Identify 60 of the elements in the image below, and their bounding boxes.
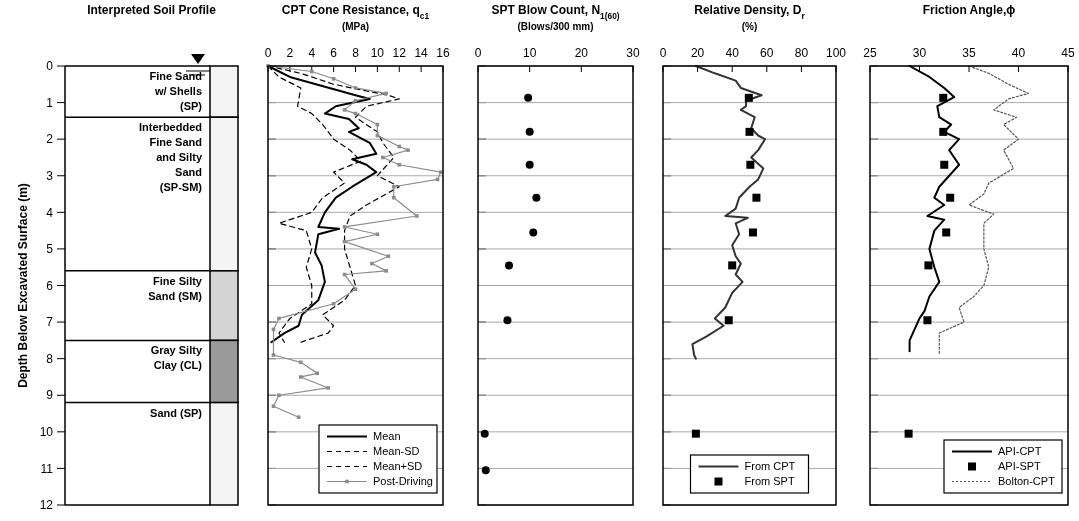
x-tick-label: 60 <box>760 46 774 60</box>
x-tick-label: 30 <box>626 46 640 60</box>
y-tick-label: 10 <box>39 425 54 440</box>
series-label: Interbedded Fine Sand and Silty Sand (SP-SM) <box>139 121 203 194</box>
y-tick-label: 9 <box>46 388 54 403</box>
legend-label: API-CPT <box>998 445 1042 458</box>
y-tick-label: 11 <box>40 461 54 476</box>
x-axis-title: (%) <box>741 21 758 32</box>
y-axis-title: Depth Below Excavated Surface (m) <box>16 183 30 388</box>
y-tick-label: 6 <box>46 278 54 293</box>
x-tick-label: 0 <box>659 46 667 60</box>
x-tick-label: 10 <box>522 46 537 60</box>
legend-label: Bolton-CPT <box>998 475 1056 488</box>
series-label: Sand (SP) <box>150 406 203 419</box>
x-tick-label: 0 <box>474 46 482 60</box>
legend-label: From SPT <box>744 475 795 488</box>
x-tick-label: 80 <box>794 46 809 60</box>
y-tick-label: 3 <box>46 168 54 183</box>
legend-label: Mean-SD <box>373 445 420 458</box>
series-label: Gray Silty Clay (CL) <box>150 344 203 372</box>
legend-label: Mean+SD <box>373 460 423 473</box>
y-tick-label: 8 <box>46 351 54 366</box>
legend-label: Mean <box>373 430 401 443</box>
legend-label: From CPT <box>744 460 796 473</box>
x-tick-label: 100 <box>825 46 847 60</box>
x-tick-label: 4 <box>308 46 316 60</box>
x-tick-label: 2 <box>286 46 294 60</box>
chart-title: Relative Density, D$_{r}$ <box>694 3 806 21</box>
y-tick-label: 0 <box>46 59 54 74</box>
chart-title: Friction Angle,ϕ <box>922 3 1016 17</box>
series-label: Fine Silty Sand (SM) <box>148 274 203 302</box>
x-axis-title: (MPa) <box>341 21 370 32</box>
legend-label: Fine Sand w/ Shells (SP) <box>149 70 203 112</box>
x-tick-label: 20 <box>690 46 705 60</box>
chart-title: Interpreted Soil Profile <box>87 3 217 17</box>
y-tick-label: 7 <box>46 315 54 330</box>
x-tick-label: 10 <box>370 46 385 60</box>
x-axis-title: (Blows/300 mm) <box>517 21 594 32</box>
legend-label: API-SPT <box>998 460 1042 473</box>
y-tick-label: 12 <box>39 498 54 513</box>
x-tick-label: 16 <box>436 46 450 60</box>
x-tick-label: 35 <box>962 46 976 60</box>
y-tick-label: 1 <box>46 95 54 110</box>
y-tick-label: 5 <box>46 242 54 257</box>
y-tick-label: 4 <box>46 205 54 220</box>
x-tick-label: 0 <box>264 46 272 60</box>
x-tick-label: 14 <box>414 46 429 60</box>
x-tick-label: 12 <box>392 46 407 60</box>
legend-label: Post-Driving <box>373 475 433 488</box>
x-tick-label: 45 <box>1061 46 1075 60</box>
x-tick-label: 6 <box>330 46 338 60</box>
chart-title: CPT Cone Resistance, q$_{c1}$ <box>281 3 430 21</box>
y-tick-label: 2 <box>46 132 54 147</box>
x-tick-label: 40 <box>725 46 740 60</box>
chart-title: SPT Blow Count, N$_{1(60)}$ <box>491 3 620 21</box>
x-tick-label: 20 <box>574 46 589 60</box>
x-tick-label: 8 <box>352 46 360 60</box>
x-tick-label: 40 <box>1011 46 1026 60</box>
x-tick-label: 25 <box>863 46 877 60</box>
x-tick-label: 30 <box>912 46 927 60</box>
